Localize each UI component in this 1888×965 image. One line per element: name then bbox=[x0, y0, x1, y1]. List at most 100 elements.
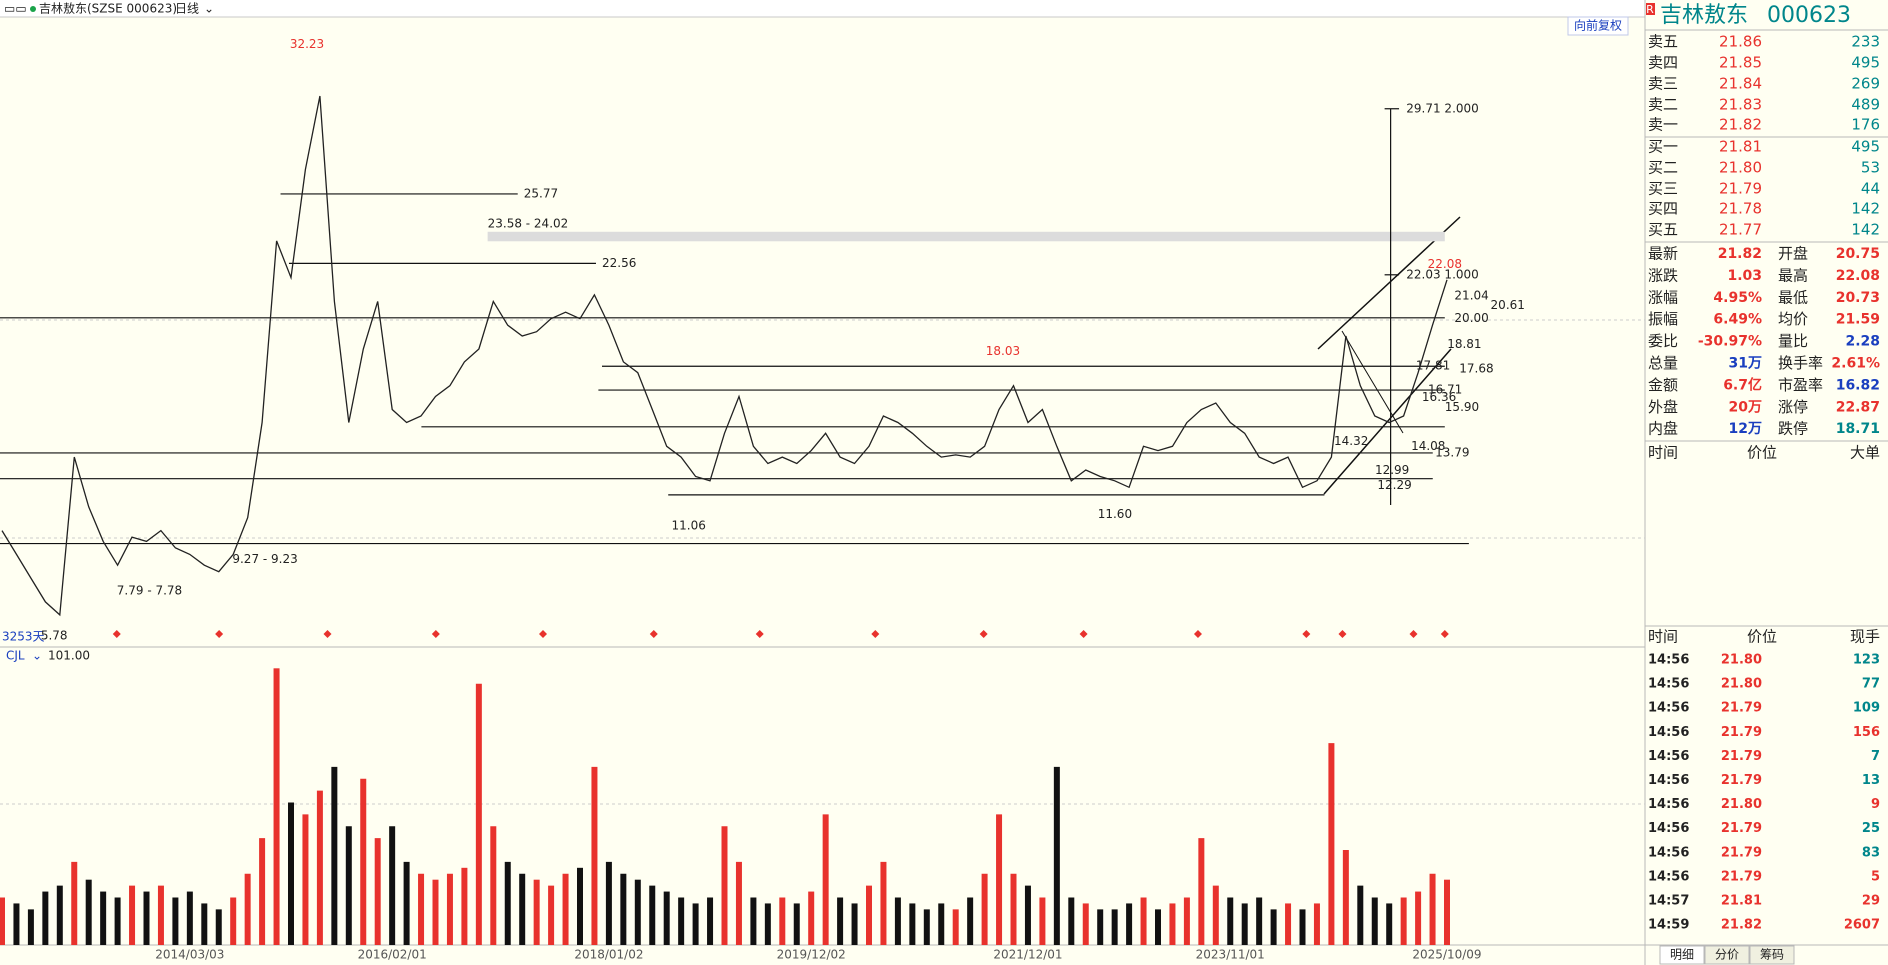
volume-bar bbox=[418, 873, 425, 945]
tab[interactable] bbox=[1749, 945, 1795, 965]
volume-bar bbox=[100, 891, 107, 945]
tab-label[interactable]: 分价 bbox=[1715, 948, 1739, 962]
volume-bar bbox=[779, 897, 786, 945]
event-marker bbox=[1193, 630, 1202, 638]
book-label: 卖一 bbox=[1648, 116, 1678, 134]
volume-bar bbox=[909, 903, 916, 945]
volume-bar bbox=[129, 885, 136, 945]
annotation-label: 16.71 bbox=[1428, 382, 1462, 396]
volume-bar bbox=[316, 790, 323, 945]
volume-bar bbox=[71, 861, 78, 945]
stat-label: 涨停 bbox=[1778, 398, 1808, 416]
indicator-dropdown-arrow[interactable]: ⌄ bbox=[32, 649, 42, 663]
volume-bar bbox=[880, 861, 887, 945]
book-volume: 233 bbox=[1851, 33, 1880, 51]
volume-bar bbox=[735, 861, 742, 945]
annotation-label: 14.32 bbox=[1334, 434, 1368, 448]
column-header: 价位 bbox=[1747, 628, 1777, 646]
trade-time: 14:56 bbox=[1648, 653, 1689, 668]
volume-bar bbox=[923, 909, 930, 945]
tab-label[interactable]: 明细 bbox=[1670, 948, 1694, 962]
stat-label: 开盘 bbox=[1778, 245, 1808, 263]
volume-bar bbox=[302, 814, 309, 945]
stat-value: 4.95% bbox=[1713, 290, 1762, 306]
volume-bar bbox=[519, 873, 526, 945]
stat-label: 均价 bbox=[1778, 310, 1808, 328]
mode-box[interactable] bbox=[1567, 16, 1629, 36]
book-volume: 489 bbox=[1851, 96, 1880, 114]
volume-bar bbox=[490, 826, 497, 945]
period-dropdown-arrow[interactable]: ⌄ bbox=[204, 2, 214, 16]
volume-bar bbox=[360, 778, 367, 945]
annotation-label: 23.58 - 24.02 bbox=[488, 216, 569, 230]
annotation-label: 11.06 bbox=[672, 518, 706, 532]
trade-time: 14:56 bbox=[1648, 773, 1689, 788]
book-price: 21.79 bbox=[1719, 180, 1762, 198]
book-label: 买五 bbox=[1648, 221, 1678, 239]
volume-bar bbox=[1270, 909, 1277, 945]
event-marker bbox=[979, 630, 988, 638]
volume-bar bbox=[1299, 909, 1306, 945]
volume-bar bbox=[1386, 903, 1393, 945]
trade-price: 21.82 bbox=[1721, 918, 1762, 933]
tab[interactable] bbox=[1704, 945, 1750, 965]
x-tick-label: 2023/11/01 bbox=[1196, 948, 1265, 962]
volume-bar bbox=[692, 903, 699, 945]
trade-volume: 156 bbox=[1853, 725, 1880, 740]
trade-time: 14:56 bbox=[1648, 749, 1689, 764]
book-price: 21.84 bbox=[1719, 75, 1762, 93]
volume-bar bbox=[634, 879, 641, 945]
volume-bar bbox=[1212, 885, 1219, 945]
volume-bar bbox=[85, 879, 92, 945]
volume-bar bbox=[244, 873, 251, 945]
stat-value: 2.28 bbox=[1845, 334, 1880, 350]
volume-bar bbox=[1198, 838, 1205, 945]
tab-label[interactable]: 筹码 bbox=[1760, 948, 1784, 962]
book-price: 21.78 bbox=[1719, 200, 1762, 218]
book-volume: 495 bbox=[1851, 138, 1880, 156]
stat-value: 21.59 bbox=[1836, 312, 1880, 328]
period-selector[interactable]: 日线 bbox=[175, 2, 199, 16]
book-volume: 53 bbox=[1861, 159, 1880, 177]
volume-bar bbox=[822, 814, 829, 945]
annotation-label: 25.77 bbox=[524, 186, 558, 200]
volume-bar bbox=[288, 802, 294, 945]
volume-bar bbox=[1328, 743, 1335, 945]
toolbar-icon[interactable]: ▭▭ bbox=[4, 2, 27, 16]
volume-bar bbox=[403, 861, 410, 945]
annotation-label: 16.36 bbox=[1422, 390, 1456, 404]
indicator-name[interactable]: CJL bbox=[6, 649, 25, 663]
book-price: 21.86 bbox=[1719, 33, 1762, 51]
event-marker bbox=[112, 630, 121, 638]
trade-time: 14:56 bbox=[1648, 797, 1689, 812]
volume-bar bbox=[793, 903, 800, 945]
book-label: 买三 bbox=[1648, 180, 1678, 198]
volume-bar bbox=[721, 826, 728, 945]
annotation-label: 29.71 2.000 bbox=[1406, 101, 1479, 115]
adjust-mode[interactable]: 向前复权 bbox=[1574, 18, 1622, 33]
tab[interactable] bbox=[1659, 945, 1705, 965]
trade-volume: 9 bbox=[1871, 797, 1880, 812]
stat-label: 涨幅 bbox=[1648, 288, 1678, 306]
annotation-label: 11.60 bbox=[1098, 507, 1132, 521]
volume-bar bbox=[475, 683, 482, 945]
book-volume: 142 bbox=[1851, 221, 1880, 239]
stat-label: 换手率 bbox=[1778, 354, 1823, 372]
annotation-label: 7.79 - 7.78 bbox=[117, 583, 182, 597]
book-volume: 44 bbox=[1861, 180, 1880, 198]
trade-price: 21.80 bbox=[1721, 797, 1762, 812]
volume-bar bbox=[1429, 873, 1436, 945]
volume-bar bbox=[461, 867, 468, 945]
book-volume: 142 bbox=[1851, 200, 1880, 218]
stat-value: 18.71 bbox=[1836, 421, 1880, 437]
stat-value: 20.73 bbox=[1836, 290, 1880, 306]
trade-time: 14:56 bbox=[1648, 821, 1689, 836]
trade-time: 14:57 bbox=[1648, 894, 1689, 909]
volume-bar bbox=[620, 873, 627, 945]
volume-bar bbox=[996, 814, 1003, 945]
volume-bar bbox=[1371, 897, 1378, 945]
trade-time: 14:56 bbox=[1648, 869, 1689, 884]
book-volume: 495 bbox=[1851, 54, 1880, 72]
